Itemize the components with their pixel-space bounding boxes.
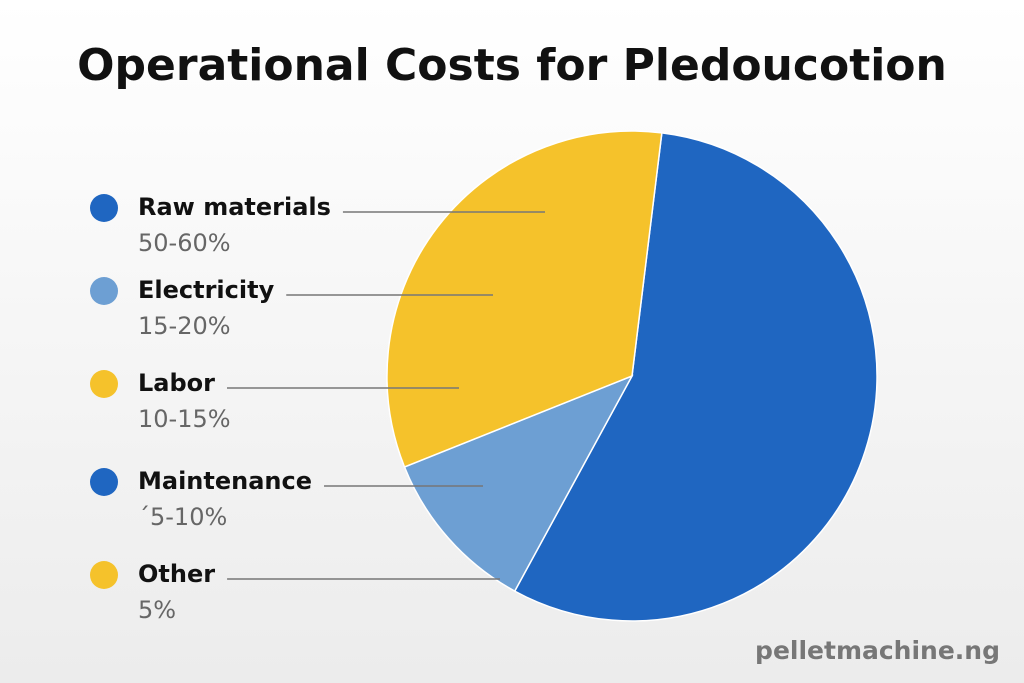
legend-range: ´5-10% (138, 503, 227, 531)
pie-slice (403, 374, 634, 593)
legend-marker (90, 277, 118, 305)
legend-range: 50-60% (138, 229, 231, 257)
legend-label: Other (138, 560, 215, 588)
legend-marker (90, 370, 118, 398)
legend-range: 5% (138, 596, 176, 624)
chart-title: Operational Costs for Pledoucotion (77, 40, 947, 91)
pie-slice (513, 131, 878, 622)
legend-marker (90, 194, 118, 222)
legend-label: Labor (138, 369, 215, 397)
legend-marker (90, 468, 118, 496)
watermark: pelletmachine.ng (755, 636, 1000, 665)
pie-slice (386, 130, 663, 468)
legend-range: 15-20% (138, 312, 231, 340)
legend-label: Maintenance (138, 467, 312, 495)
legend-label: Electricity (138, 276, 275, 304)
legend-range: 10-15% (138, 405, 231, 433)
legend-marker (90, 561, 118, 589)
legend-label: Raw materials (138, 193, 331, 221)
